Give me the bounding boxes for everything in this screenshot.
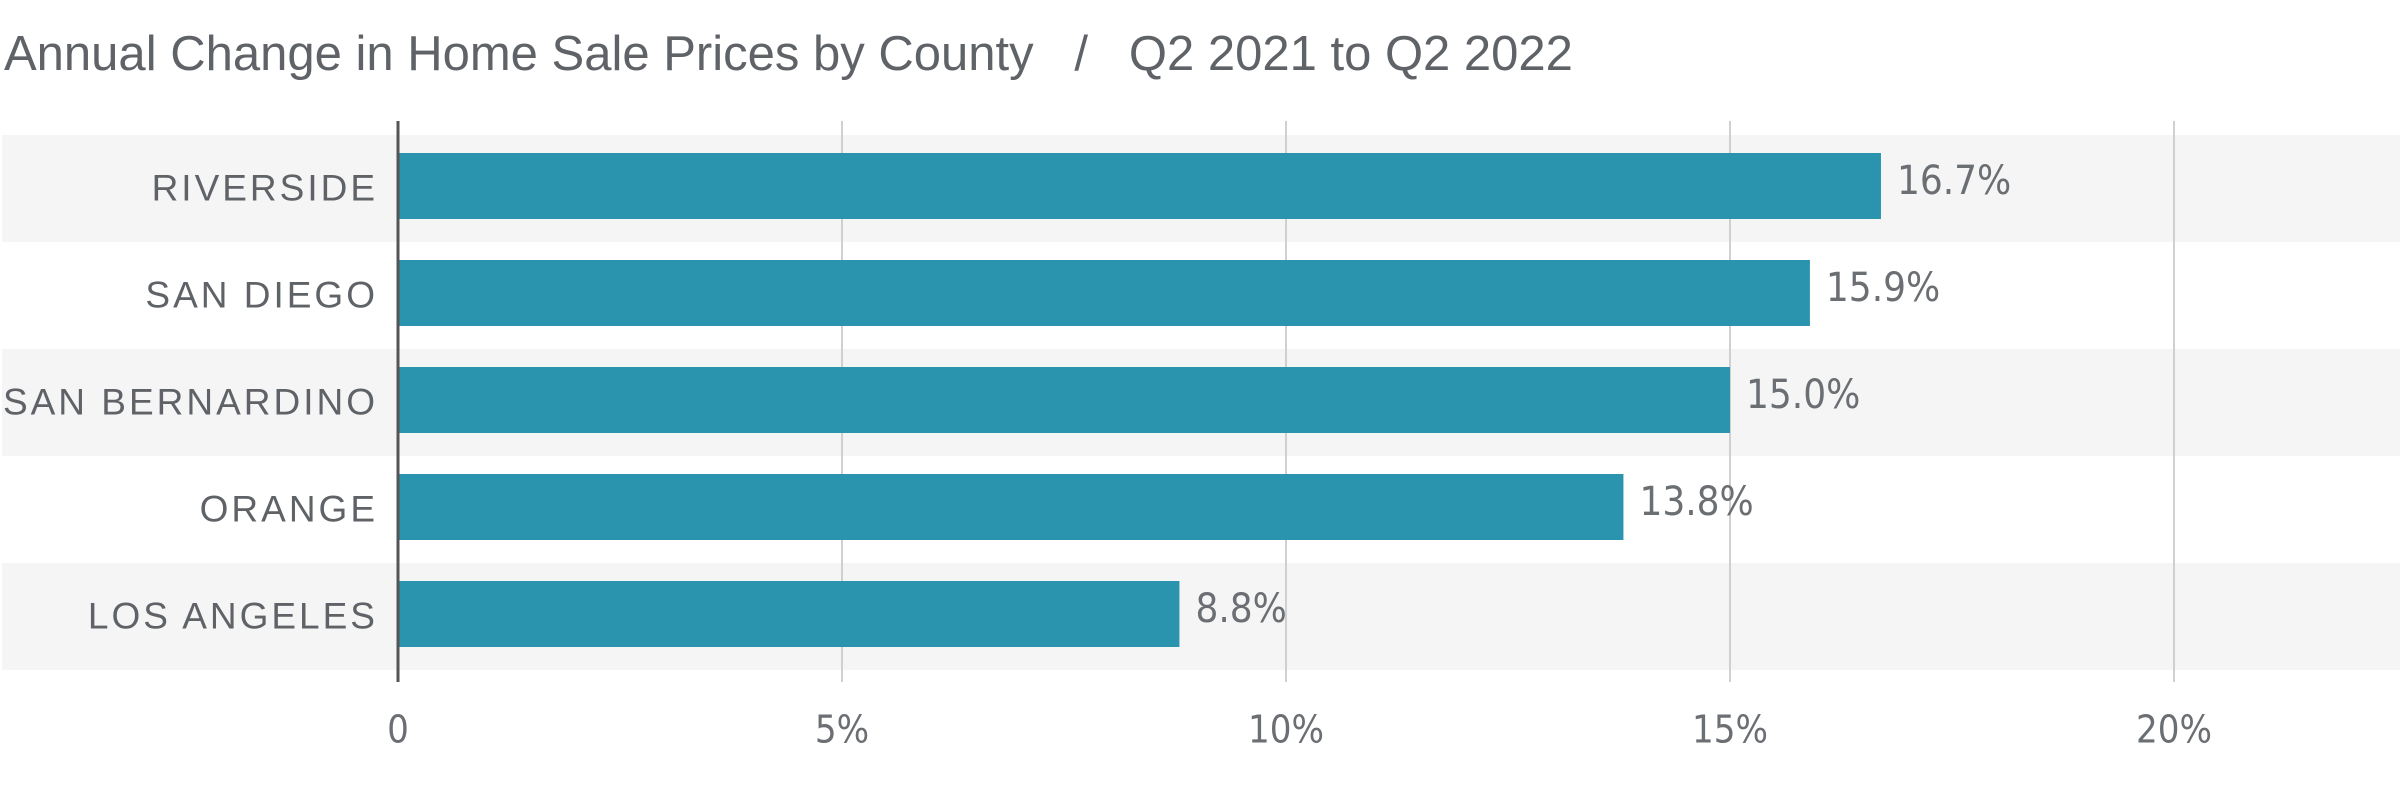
value-label: 13.8% [1639, 479, 1753, 525]
category-label: RIVERSIDE [152, 167, 378, 208]
bar [398, 153, 1881, 219]
x-tick-label: 0 [387, 708, 409, 752]
x-tick-label: 5% [815, 708, 869, 752]
value-label: 15.0% [1746, 372, 1860, 418]
category-label: SAN BERNARDINO [3, 381, 378, 422]
bar [398, 581, 1180, 647]
category-label: LOS ANGELES [88, 595, 378, 636]
x-tick-label: 20% [2136, 708, 2212, 752]
bar [398, 367, 1730, 433]
value-label: 15.9% [1826, 265, 1940, 311]
value-label: 16.7% [1897, 158, 2011, 204]
bar [398, 474, 1624, 540]
value-label: 8.8% [1195, 586, 1286, 632]
bar [398, 260, 1810, 326]
x-tick-label: 15% [1692, 708, 1768, 752]
category-label: ORANGE [200, 488, 378, 529]
chart-title: Annual Change in Home Sale Prices by Cou… [4, 27, 1573, 81]
x-tick-label: 10% [1248, 708, 1324, 752]
category-label: SAN DIEGO [145, 274, 378, 315]
